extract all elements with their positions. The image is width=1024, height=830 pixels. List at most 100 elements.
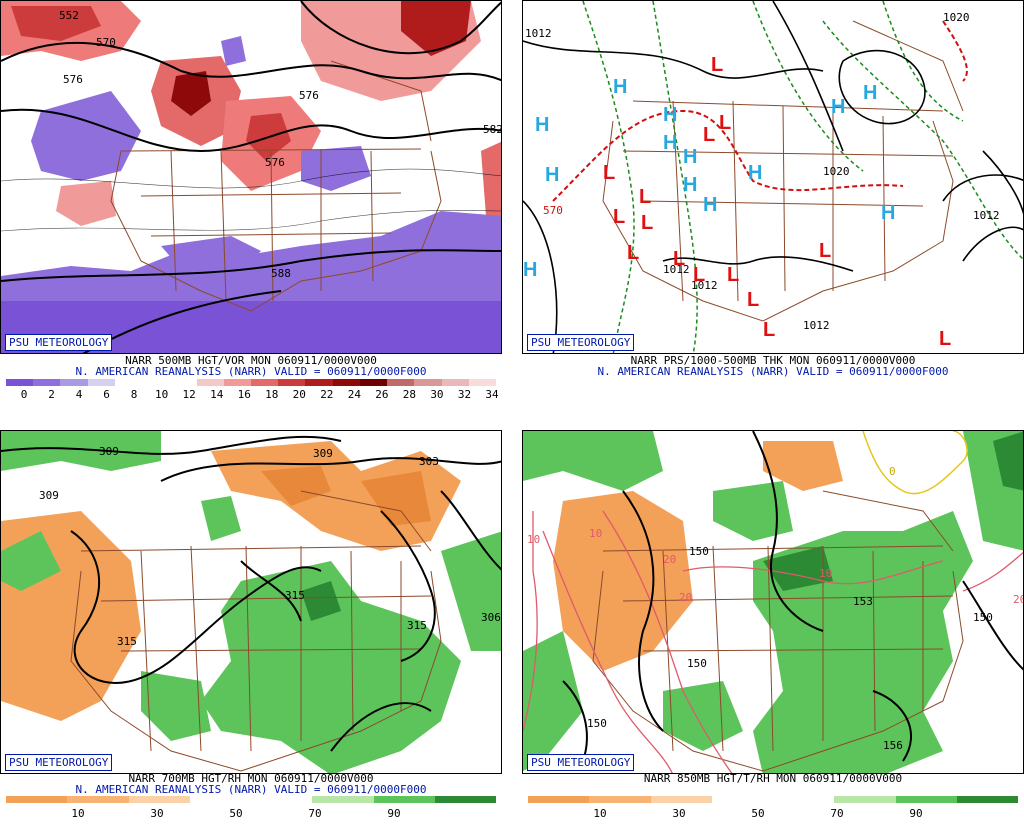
svg-text:20: 20 <box>663 553 676 566</box>
color-bar-swatch <box>6 379 34 386</box>
svg-text:L: L <box>747 289 759 311</box>
svg-text:315: 315 <box>285 589 305 602</box>
freezing-line <box>862 431 968 495</box>
color-bar-tick-label: 16 <box>237 388 251 401</box>
panel-caption: NARR 500MB HGT/VOR MON 060911/0000V000 <box>125 354 377 367</box>
high-pressure-markers: HHH HHH HHH HHH H <box>523 76 895 281</box>
color-bar-swatch <box>223 379 251 386</box>
political-borders <box>602 20 964 322</box>
svg-text:H: H <box>683 174 697 196</box>
color-bar-swatch <box>373 796 435 803</box>
svg-text:L: L <box>639 186 651 208</box>
color-bar-swatch <box>434 796 496 803</box>
svg-text:1012: 1012 <box>973 209 1000 222</box>
color-bar-swatch <box>441 379 469 386</box>
color-bar <box>6 379 496 386</box>
svg-text:H: H <box>831 96 845 118</box>
color-bar-swatch <box>169 379 197 386</box>
svg-text:H: H <box>863 82 877 104</box>
svg-text:1012: 1012 <box>803 319 830 332</box>
svg-text:150: 150 <box>973 611 993 624</box>
panel-subcaption: N. AMERICAN REANALYSIS (NARR) VALID = 06… <box>597 365 949 378</box>
color-bar-swatch <box>305 379 333 386</box>
svg-text:L: L <box>693 264 705 286</box>
svg-text:20: 20 <box>679 591 692 604</box>
svg-text:570: 570 <box>543 204 563 217</box>
contour-labels: 150 150 150 153 156 150 10 10 20 20 10 0… <box>527 465 1023 752</box>
color-bar-tick-label: 32 <box>457 388 472 401</box>
pressure-centers: HHH HHH HHH HHH H LLL L LL LL L LLL LLL <box>523 54 951 350</box>
color-bar-tick-label: 90 <box>909 807 923 820</box>
color-bar-swatch <box>773 796 835 803</box>
svg-text:H: H <box>535 114 549 136</box>
panel-caption: NARR 850MB HGT/T/RH MON 060911/0000V000 <box>643 772 903 785</box>
color-bar-tick-label: 10 <box>155 388 169 401</box>
svg-text:309: 309 <box>39 489 59 502</box>
svg-text:1020: 1020 <box>943 11 970 24</box>
svg-text:576: 576 <box>299 89 319 102</box>
svg-text:150: 150 <box>687 657 707 670</box>
color-bar-tick-label: 50 <box>751 807 765 820</box>
panel-caption: NARR PRS/1000-500MB THK MON 060911/0000V… <box>630 354 916 367</box>
color-bar-swatch <box>414 379 442 386</box>
color-bar-tick-label: 30 <box>150 807 164 820</box>
svg-text:H: H <box>683 146 697 168</box>
color-bar-tick-label: 70 <box>308 807 322 820</box>
color-bar-swatch <box>196 379 224 386</box>
svg-text:L: L <box>719 112 731 134</box>
panel-subcaption: N. AMERICAN REANALYSIS (NARR) VALID = 06… <box>75 365 427 378</box>
color-bar <box>6 796 496 803</box>
svg-text:H: H <box>613 76 627 98</box>
color-bar-tick-label: 2 <box>48 388 55 401</box>
low-pressure-markers: LLL L LL LL L LLL LLL <box>603 54 951 350</box>
height-contours <box>1 1 501 353</box>
psu-meteorology-logo: PSU METEOROLOGY <box>527 334 635 351</box>
svg-text:L: L <box>603 162 615 184</box>
color-bar-swatch <box>114 379 143 386</box>
panel-subcaption: N. AMERICAN REANALYSIS (NARR) VALID = 06… <box>75 783 427 796</box>
color-bar-tick-label: 30 <box>672 807 686 820</box>
svg-text:10: 10 <box>589 527 602 540</box>
color-bar-tick-label: 30 <box>430 388 444 401</box>
rh-moist-shading <box>1 431 501 773</box>
political-borders <box>592 490 964 772</box>
svg-text:156: 156 <box>883 739 903 752</box>
svg-text:H: H <box>881 202 895 224</box>
color-bar-swatch <box>528 796 590 803</box>
color-bar-tick-label: 34 <box>485 388 499 401</box>
color-bar-swatch <box>359 379 388 386</box>
height-contours <box>1 435 501 752</box>
panel-caption: NARR 700MB HGT/RH MON 060911/0000V000 <box>128 772 374 785</box>
color-bar-swatch <box>468 379 496 386</box>
psu-meteorology-logo: PSU METEOROLOGY <box>5 334 113 351</box>
map-700mb: 309 309 309 303 315 315 315 306 PSU METE… <box>0 430 502 774</box>
color-bar-tick-label: 28 <box>402 388 417 401</box>
panel-850mb-temp-rh: 150 150 150 153 156 150 10 10 20 20 10 0… <box>522 430 1024 830</box>
color-bar-swatch <box>60 379 88 386</box>
color-bar-tick-label: 24 <box>347 388 361 401</box>
color-bar-swatch <box>956 796 1018 803</box>
color-bar-ticks: 10 30 50 70 90 <box>522 807 1024 820</box>
svg-text:L: L <box>613 206 625 228</box>
svg-text:10: 10 <box>527 533 540 546</box>
svg-text:H: H <box>663 132 677 154</box>
isobar-labels: 1012 1020 1012 1012 1012 1012 1020 570 <box>525 11 1000 332</box>
svg-text:588: 588 <box>271 267 291 280</box>
color-bar-swatch <box>250 379 279 386</box>
color-bar-tick-label: 10 <box>593 807 607 820</box>
svg-text:1020: 1020 <box>823 165 850 178</box>
svg-text:576: 576 <box>63 73 83 86</box>
svg-text:315: 315 <box>407 619 427 632</box>
color-bar-ticks: 0 2 4 6 8 10 12 14 16 18 20 22 24 26 28 30 32 34 <box>0 388 502 401</box>
svg-text:1012: 1012 <box>663 263 690 276</box>
svg-text:L: L <box>939 328 951 350</box>
svg-text:582: 582 <box>483 123 502 136</box>
svg-text:306: 306 <box>481 611 501 624</box>
color-bar-tick-label: 4 <box>75 388 83 401</box>
svg-text:H: H <box>748 162 762 184</box>
svg-text:10: 10 <box>819 567 832 580</box>
color-bar-swatch <box>650 796 712 803</box>
svg-text:552: 552 <box>59 9 79 22</box>
svg-text:L: L <box>641 212 653 234</box>
svg-text:315: 315 <box>117 635 137 648</box>
